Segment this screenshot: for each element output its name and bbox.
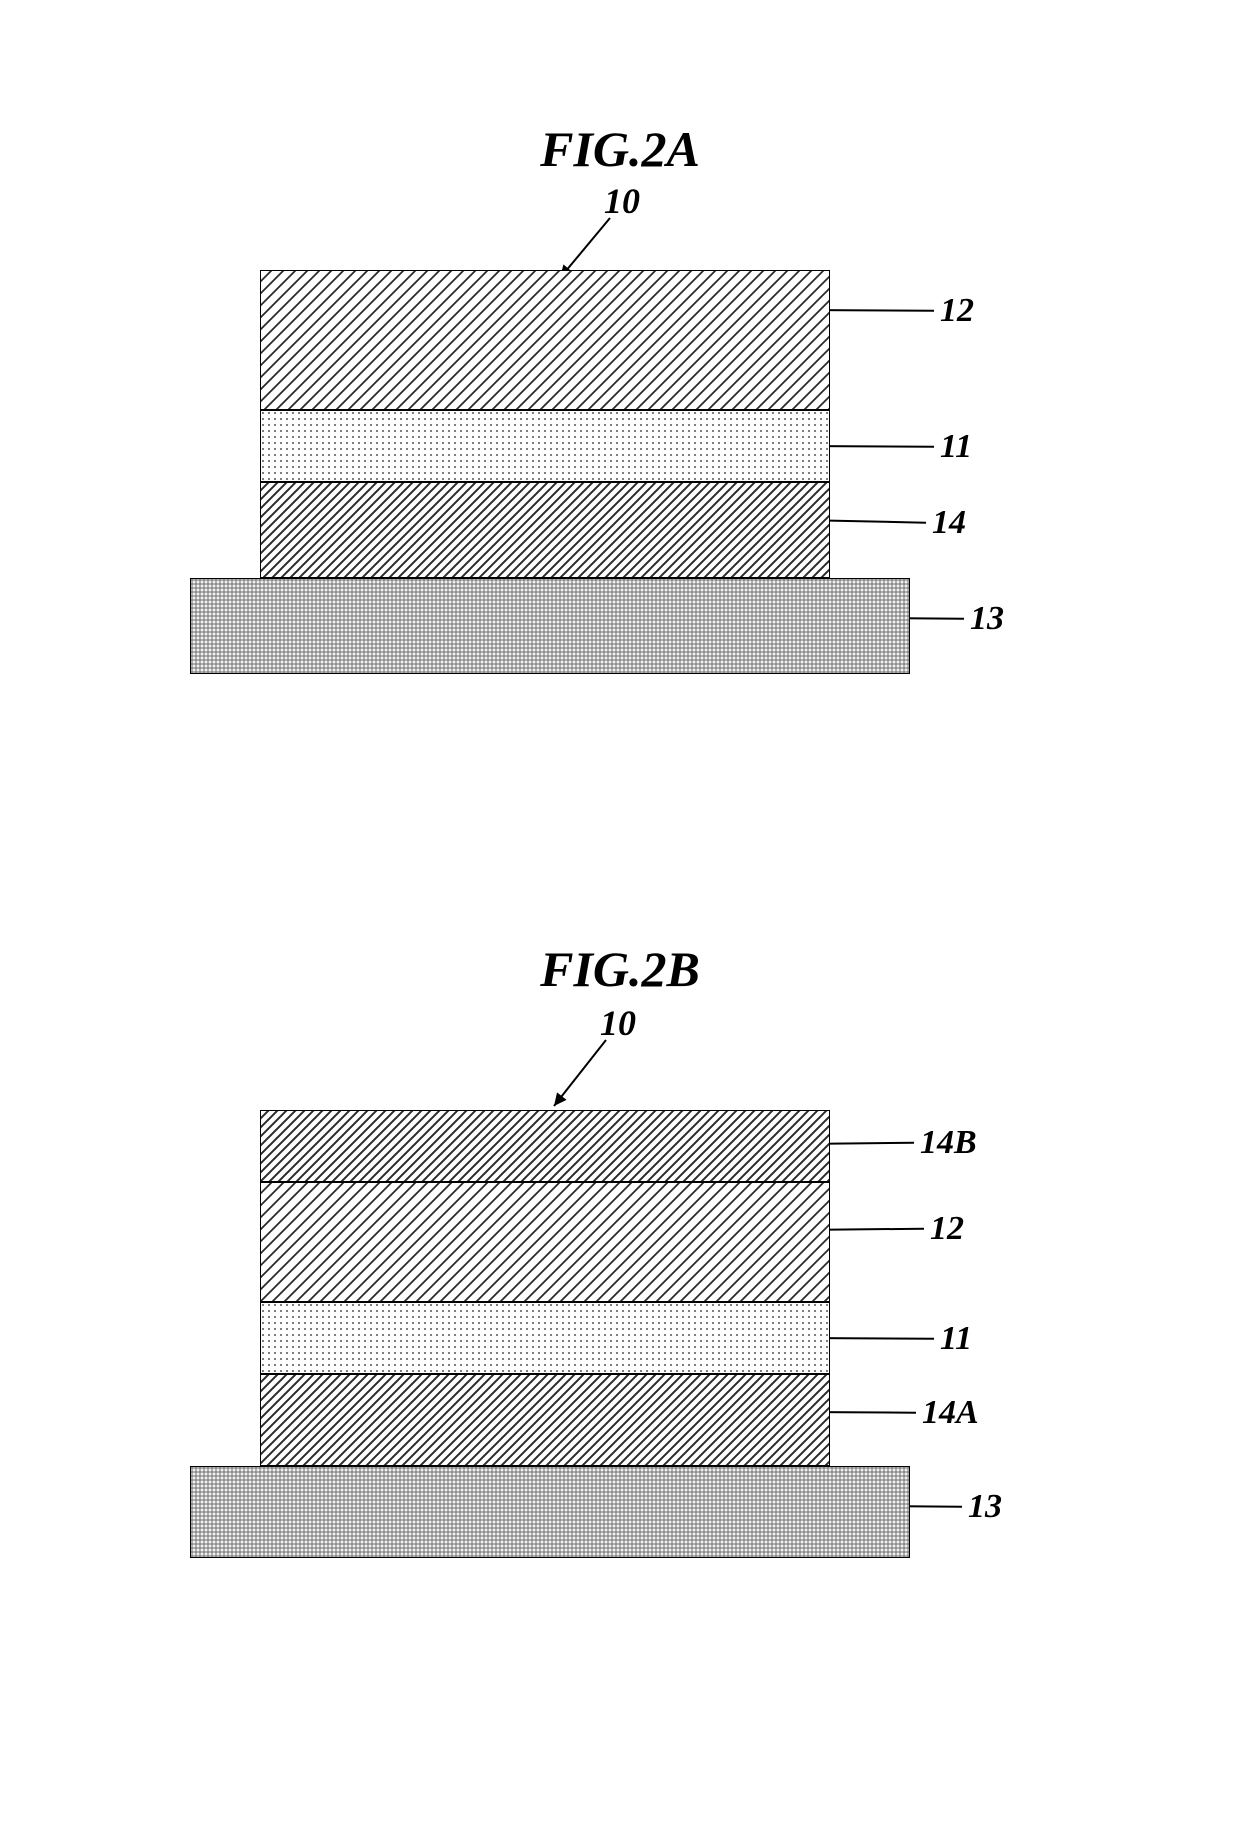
fig2b-label-13: 13 <box>968 1488 1002 1526</box>
fig2b-diagram: 14B 12 11 14A 13 <box>0 1110 1240 1670</box>
fig2b-label-14B: 14B <box>920 1124 977 1162</box>
fig2b-layer-12 <box>260 1182 830 1302</box>
fig2b-label-14A: 14A <box>922 1394 979 1432</box>
fig2b-layer-14B <box>260 1110 830 1182</box>
fig2b-label-11: 11 <box>940 1320 972 1358</box>
fig2b-layer-14A <box>260 1374 830 1466</box>
fig2b-layer-11 <box>260 1302 830 1374</box>
fig2b-label-12: 12 <box>930 1210 964 1248</box>
fig2b-layer-13 <box>190 1466 910 1558</box>
